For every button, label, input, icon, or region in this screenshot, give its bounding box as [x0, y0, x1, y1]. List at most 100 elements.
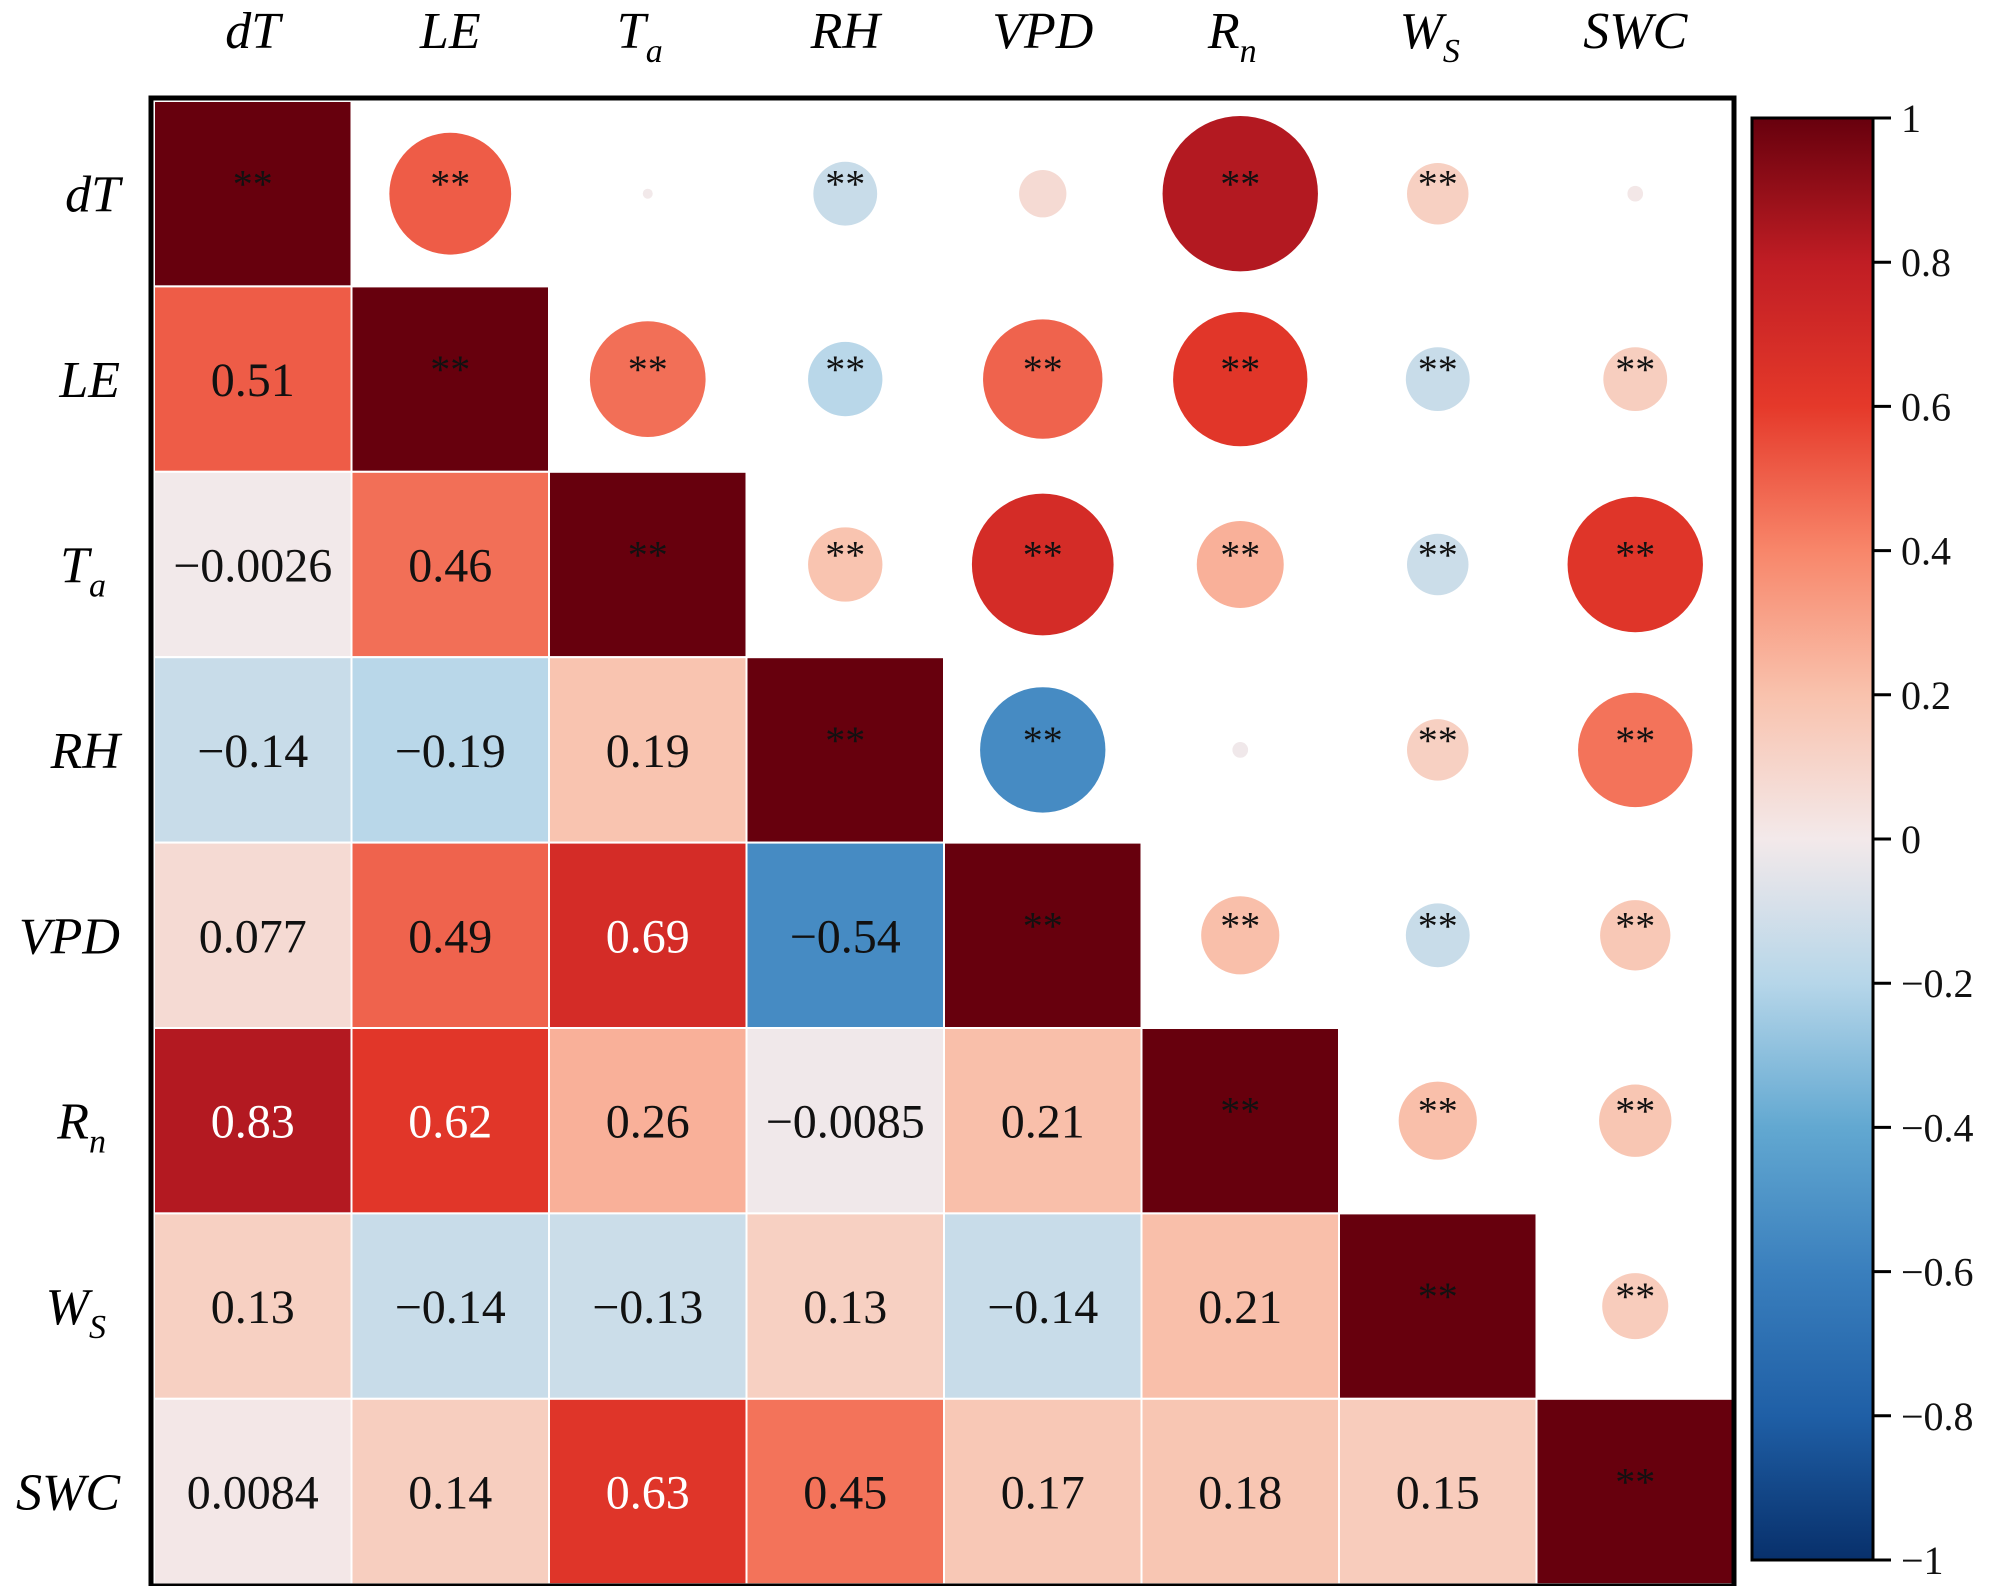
correlation-circle — [1627, 185, 1644, 202]
heatmap-cell — [350, 841, 550, 1029]
correlation-circle — [1196, 521, 1284, 608]
correlation-circle — [1602, 1273, 1669, 1340]
significance-label: ** — [1615, 903, 1655, 948]
correlation-circle — [389, 132, 512, 255]
cell-value-label: −0.0026 — [173, 540, 332, 593]
significance-label: ** — [1615, 1274, 1655, 1319]
significance-label: ** — [1418, 533, 1458, 578]
correlation-circle — [1162, 116, 1318, 272]
colorbar-gradient — [1750, 116, 1875, 1562]
significance-label: ** — [233, 162, 273, 207]
cell-value-label: 0.13 — [803, 1281, 887, 1334]
correlation-circle — [808, 341, 883, 417]
cell-value-label: −0.19 — [395, 725, 506, 778]
correlation-circle — [813, 161, 878, 226]
row-label-Rn: Rn — [56, 1094, 106, 1161]
cell-value-label: 0.17 — [1001, 1467, 1085, 1520]
correlation-circle — [983, 319, 1103, 439]
cell-value-label: 0.077 — [199, 910, 307, 963]
cell-value-label: −0.0085 — [766, 1096, 925, 1149]
cell-value-label: −0.54 — [790, 910, 901, 963]
correlation-circle — [1405, 347, 1470, 412]
significance-label: ** — [1418, 347, 1458, 392]
correlation-circle — [1567, 496, 1703, 633]
row-label-LE: LE — [58, 352, 120, 409]
significance-label: ** — [825, 718, 865, 763]
correlation-circle — [1578, 692, 1693, 808]
correlation-circle — [1398, 1081, 1477, 1160]
column-label-Ta: Ta — [617, 3, 663, 70]
cell-value-label: 0.63 — [606, 1467, 690, 1520]
column-label-dT: dT — [225, 3, 283, 60]
correlation-circle — [1407, 533, 1469, 596]
correlation-circle — [1405, 903, 1470, 968]
colorbar-tick-label: 0 — [1901, 817, 1921, 862]
heatmap-cell — [943, 1027, 1143, 1215]
correlation-circle — [1232, 742, 1249, 758]
significance-label: ** — [1220, 347, 1260, 392]
heatmap-cell — [350, 656, 550, 844]
heatmap-cell — [153, 1027, 353, 1215]
row-label-SWC: SWC — [16, 1465, 121, 1522]
cell-value-label: −0.13 — [592, 1281, 703, 1334]
row-label-Ta: Ta — [60, 538, 106, 605]
significance-label: ** — [1615, 718, 1655, 763]
correlation-circle — [1407, 162, 1469, 225]
significance-label: ** — [1418, 162, 1458, 207]
colorbar-tick-label: −1 — [1901, 1538, 1944, 1583]
colorbar-tick-label: −0.6 — [1901, 1250, 1974, 1295]
significance-label: ** — [825, 347, 865, 392]
significance-label: ** — [628, 533, 668, 578]
heatmap-cell — [745, 1027, 945, 1215]
cell-value-label: 0.21 — [1001, 1096, 1085, 1149]
significance-label: ** — [1023, 718, 1063, 763]
row-labels: dT LE Ta RH VPD Rn WS SWC — [16, 167, 123, 1522]
column-label-VPD: VPD — [992, 3, 1093, 60]
heatmap-cell — [153, 1212, 353, 1400]
significance-label: ** — [1023, 903, 1063, 948]
significance-label: ** — [825, 533, 865, 578]
cell-value-label: 0.46 — [408, 540, 492, 593]
heatmap-cell — [548, 1397, 748, 1586]
significance-label: ** — [1023, 533, 1063, 578]
correlation-circle — [971, 493, 1114, 636]
upper-triangle-circles: ** ** ** ** ** ** ** ** ** ** ** ** ** ** ** ** ** ** ** **… — [389, 116, 1703, 1340]
correlation-circle — [1599, 1084, 1672, 1157]
heatmap-cells: ** 0.51 ** −0.0026 0.46 ** −0.14 −0.19 0.19 ** 0.0… — [153, 100, 1735, 1586]
heatmap-cell — [350, 285, 550, 473]
significance-label: ** — [825, 162, 865, 207]
significance-label: ** — [430, 162, 470, 207]
cell-value-label: 0.13 — [211, 1281, 295, 1334]
significance-label: ** — [1220, 903, 1260, 948]
cell-value-label: 0.15 — [1396, 1467, 1480, 1520]
cell-value-label: 0.45 — [803, 1467, 887, 1520]
correlation-circle — [1019, 170, 1067, 218]
colorbar: 1 0.8 0.6 0.4 0.2 0 −0.2 −0.4 −0.6 −0.8 −1 — [1750, 96, 1974, 1583]
correlation-circle — [589, 321, 706, 437]
column-label-WS: WS — [1400, 3, 1460, 70]
correlation-circle — [642, 188, 653, 199]
significance-label: ** — [1418, 903, 1458, 948]
significance-label: ** — [1418, 1274, 1458, 1319]
colorbar-tick-label: −0.8 — [1901, 1394, 1974, 1439]
heatmap-cell — [548, 841, 748, 1029]
colorbar-tick-label: −0.2 — [1901, 961, 1974, 1006]
correlation-circle — [1201, 896, 1280, 975]
row-label-dT: dT — [65, 167, 123, 224]
cell-value-label: 0.14 — [408, 1467, 492, 1520]
significance-label: ** — [1615, 1089, 1655, 1134]
colorbar-tick-label: 0.2 — [1901, 673, 1951, 718]
significance-label: ** — [1615, 533, 1655, 578]
heatmap-cell — [1338, 1212, 1538, 1400]
colorbar-tick-label: 0.8 — [1901, 240, 1951, 285]
cell-value-label: 0.69 — [606, 910, 690, 963]
significance-label: ** — [1220, 533, 1260, 578]
colorbar-tick-label: 1 — [1901, 96, 1921, 141]
heatmap-cell — [943, 841, 1143, 1029]
cell-value-label: −0.14 — [987, 1281, 1098, 1334]
correlation-circle — [1600, 900, 1671, 971]
heatmap-cell — [153, 1397, 353, 1586]
plot-frame — [148, 95, 1737, 1586]
significance-label: ** — [1220, 1089, 1260, 1134]
colorbar-tick-label: −0.4 — [1901, 1105, 1974, 1150]
